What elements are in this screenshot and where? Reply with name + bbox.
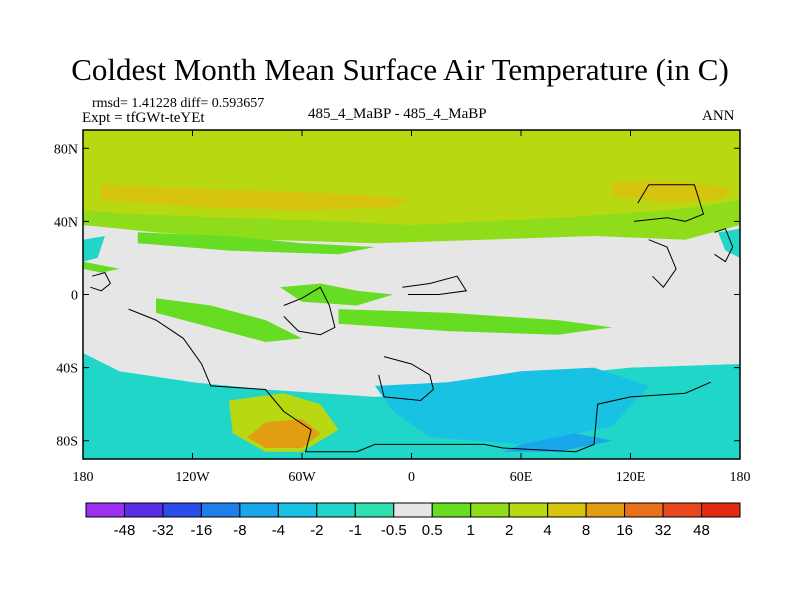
x-tick-label-120w-1: 120W	[175, 470, 210, 485]
colorbar-swatch-9	[431, 502, 472, 518]
coastline-5	[634, 184, 705, 222]
coastline-6	[648, 239, 677, 288]
coastline-1	[128, 308, 711, 453]
stats-label: rmsd= 1.41228 diff= 0.593657	[92, 96, 265, 111]
region-east-edge-cold	[718, 228, 740, 258]
colorbar-swatch-4	[239, 502, 279, 518]
region-east-asia-warm-patch	[612, 181, 733, 204]
x-tick-label-0-3: 0	[408, 470, 415, 485]
comparison-label: 485_4_MaBP - 485_4_MaBP	[308, 106, 487, 122]
season-label: ANN	[702, 108, 735, 124]
colorbar-swatch-15	[662, 502, 703, 518]
y-axis: 80N 40N 0 40S 80S	[54, 142, 740, 450]
colorbar-label-0: -48	[114, 522, 136, 539]
colorbar-label-7: -0.5	[381, 522, 407, 539]
x-tick-label-180-0: 180	[73, 470, 94, 485]
region-west-edge-cold	[83, 236, 105, 262]
colorbar-swatch-10	[470, 502, 510, 518]
region-south-cold-core	[375, 367, 649, 445]
region-south-atlantic-band	[338, 309, 613, 335]
colorbar-swatch-3	[200, 502, 241, 518]
colorbar-label-4: -4	[272, 522, 285, 539]
x-tick-label-60e-4: 60E	[510, 470, 533, 485]
y-tick-label-40n: 40N	[54, 215, 78, 230]
colorbar-label-11: 4	[543, 522, 551, 539]
colorbar-label-12: 8	[582, 522, 590, 539]
colorbar-label-3: -8	[233, 522, 246, 539]
colorbar-swatch-14	[624, 502, 664, 518]
colorbar-label-14: 32	[655, 522, 672, 539]
y-tick-label-80n: 80N	[54, 142, 78, 157]
colorbar: -48 -32 -16 -8 -4 -2 -1 -0.5 0.5 1 2 4 8 16 32 48	[85, 502, 741, 539]
coastline-0	[90, 272, 112, 292]
colorbar-label-6: -1	[349, 522, 362, 539]
region-south-hot-region	[247, 418, 321, 448]
colorbar-swatch-2	[162, 502, 202, 518]
colorbar-swatch-13	[585, 502, 626, 518]
region-equatorial-patch-atlantic	[280, 283, 394, 306]
colorbar-swatch-0	[85, 502, 125, 518]
colorbar-label-5: -2	[310, 522, 323, 539]
colorbar-swatch-6	[316, 502, 356, 518]
colorbar-label-8: 0.5	[422, 522, 443, 539]
colorbar-swatch-7	[354, 502, 395, 518]
colorbar-label-10: 2	[505, 522, 513, 539]
coastline-3	[402, 275, 468, 295]
coastline-2	[283, 286, 336, 336]
colorbar-label-13: 16	[616, 522, 633, 539]
colorbar-swatch-16	[701, 502, 741, 518]
colorbar-swatch-5	[277, 502, 318, 518]
y-tick-label-40s: 40S	[56, 362, 78, 377]
colorbar-label-1: -32	[152, 522, 174, 539]
x-tick-label-180-6: 180	[730, 470, 751, 485]
region-north-pacific-lobe	[137, 232, 375, 255]
colorbar-label-9: 1	[467, 522, 475, 539]
experiment-label: Expt = tfGWt-teYEt	[82, 110, 205, 126]
x-tick-label-60w-2: 60W	[288, 470, 316, 485]
x-axis: 180 120W 60W 0 60E 120E 180	[73, 130, 751, 485]
y-tick-label-80s: 80S	[56, 435, 78, 450]
region-tropical-band-north	[83, 261, 120, 273]
colorbar-swatch-11	[508, 502, 549, 518]
region-antarctic-cold-core	[502, 433, 613, 452]
coastline-7	[714, 228, 734, 263]
colorbar-label-15: 48	[693, 522, 710, 539]
map-regions	[83, 130, 740, 459]
coastlines	[90, 184, 734, 453]
y-tick-label-0: 0	[71, 289, 78, 304]
coastline-4	[378, 356, 434, 402]
colorbar-swatch-1	[123, 502, 164, 518]
colorbar-swatch-8	[393, 502, 433, 518]
region-north-warm-patch	[101, 184, 412, 211]
colorbar-swatch-12	[547, 502, 587, 518]
x-tick-label-120e-5: 120E	[616, 470, 646, 485]
region-mid-lat-band	[83, 199, 740, 244]
region-south-pacific-band	[156, 298, 302, 342]
colorbar-label-2: -16	[191, 522, 213, 539]
chart-title: Coldest Month Mean Surface Air Temperatu…	[71, 52, 729, 87]
